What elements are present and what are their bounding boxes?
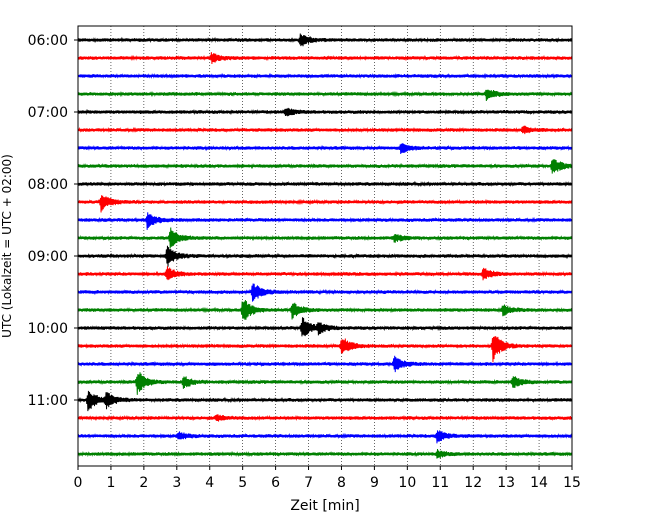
trace-1130 — [77, 430, 573, 444]
y-tick-label-1000: 10:00 — [28, 321, 68, 337]
trace-1030 — [77, 355, 573, 373]
x-tick-label-5: 5 — [238, 475, 247, 491]
trace-1000 — [77, 317, 573, 337]
x-tick-label-1: 1 — [106, 475, 115, 491]
trace-0945 — [77, 300, 573, 320]
trace-series — [77, 33, 573, 459]
trace-1145 — [77, 449, 573, 459]
y-tick-label-0700: 07:00 — [28, 105, 68, 121]
trace-1015 — [77, 336, 573, 363]
x-tick-label-14: 14 — [530, 475, 548, 491]
x-tick-label-12: 12 — [464, 475, 482, 491]
y-axis-ticks: 06:00 07:00 08:00 09:00 10:00 11:00 — [28, 33, 78, 409]
trace-0745 — [77, 159, 573, 174]
trace-0645 — [77, 89, 573, 102]
x-tick-label-0: 0 — [74, 475, 83, 491]
y-tick-label-1100: 11:00 — [28, 393, 68, 409]
x-axis-ticks: 0 1 2 3 4 5 6 7 8 9 10 11 12 13 14 15 — [74, 466, 581, 491]
x-tick-label-11: 11 — [431, 475, 449, 491]
trace-0915 — [77, 266, 573, 281]
x-tick-label-10: 10 — [398, 475, 416, 491]
trace-0930 — [77, 283, 573, 302]
y-tick-label-0800: 08:00 — [28, 177, 68, 193]
x-axis-label: Zeit [min] — [290, 498, 359, 514]
x-tick-label-7: 7 — [304, 475, 313, 491]
trace-0715 — [77, 125, 573, 135]
trace-1045 — [77, 372, 573, 395]
x-tick-label-15: 15 — [563, 475, 581, 491]
x-tick-label-9: 9 — [370, 475, 379, 491]
trace-0900 — [77, 245, 573, 267]
x-tick-label-8: 8 — [337, 475, 346, 491]
trace-0700 — [77, 107, 573, 117]
x-tick-label-13: 13 — [497, 475, 515, 491]
x-tick-label-4: 4 — [205, 475, 214, 491]
trace-1100 — [77, 390, 573, 412]
y-tick-label-0600: 06:00 — [28, 33, 68, 49]
trace-0630 — [77, 72, 573, 80]
plot-frame — [77, 25, 573, 467]
trace-0845 — [77, 227, 573, 249]
x-tick-label-2: 2 — [139, 475, 148, 491]
trace-1115 — [77, 414, 573, 422]
trace-0830 — [77, 212, 573, 230]
x-tick-label-3: 3 — [172, 475, 181, 491]
x-tick-label-6: 6 — [271, 475, 280, 491]
y-tick-label-0900: 09:00 — [28, 249, 68, 265]
y-axis-label: UTC (Lokalzeit = UTC + 02:00) — [0, 154, 14, 338]
trace-0730 — [77, 143, 573, 154]
trace-0615 — [77, 52, 573, 64]
trace-0815 — [77, 195, 573, 213]
trace-0600 — [77, 33, 573, 47]
trace-0800 — [77, 180, 573, 188]
